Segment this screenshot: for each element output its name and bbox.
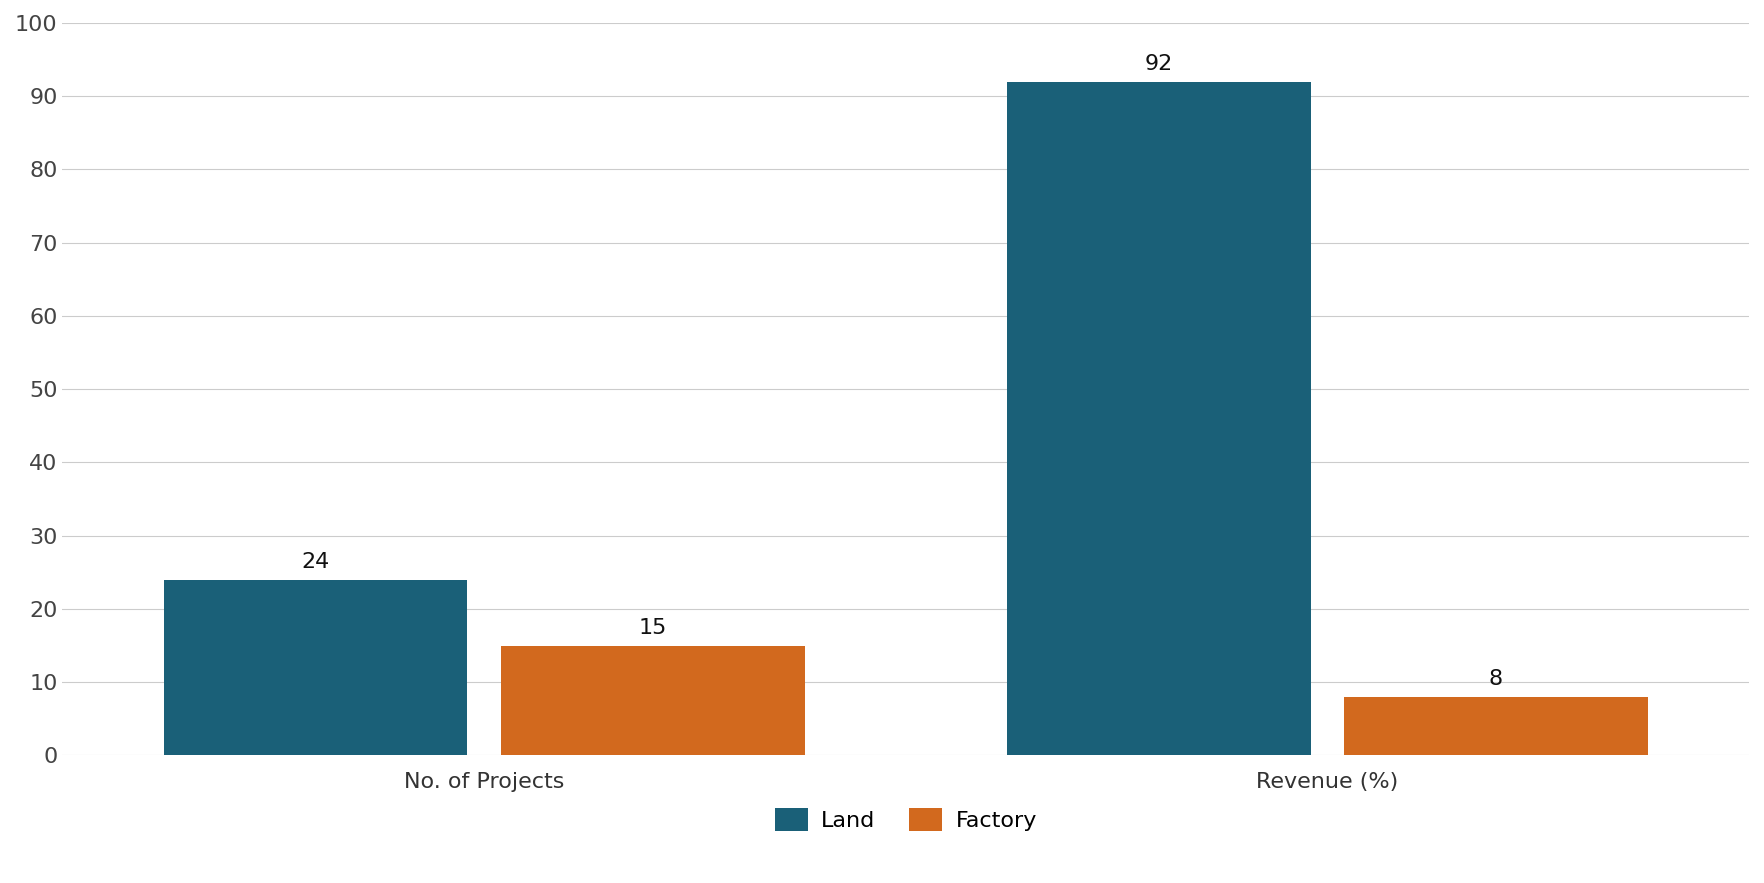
Text: 24: 24 bbox=[302, 552, 330, 572]
Text: 92: 92 bbox=[1145, 54, 1173, 74]
Text: 15: 15 bbox=[639, 618, 667, 638]
Bar bbox=[164, 579, 467, 755]
Legend: Land, Factory: Land, Factory bbox=[766, 799, 1046, 840]
Bar bbox=[501, 645, 804, 755]
Text: 8: 8 bbox=[1489, 669, 1503, 690]
Bar bbox=[1007, 81, 1311, 755]
Bar bbox=[1344, 697, 1648, 755]
